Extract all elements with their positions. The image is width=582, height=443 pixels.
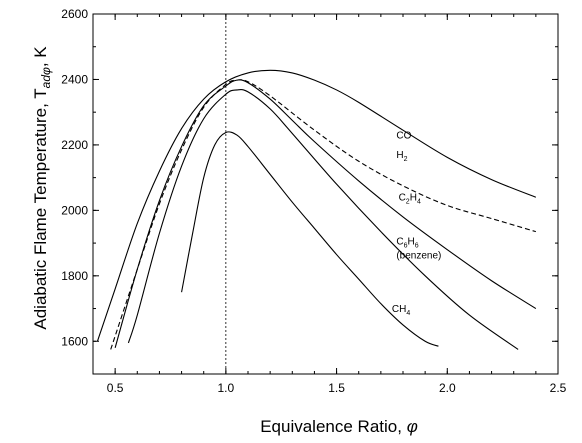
x-axis-title-text: Equivalence Ratio,: [260, 417, 406, 436]
series-label-c6h6: C6H6: [396, 237, 418, 250]
y-tick-label: 1800: [61, 269, 88, 283]
y-tick-label: 2400: [61, 72, 88, 86]
series-line-co: [96, 69, 537, 342]
plot-frame: [92, 13, 559, 375]
series-label-c2h4: C2H4: [399, 193, 421, 206]
y-tick-label: 2600: [61, 7, 88, 21]
series-line-c2h4: [114, 79, 537, 348]
x-axis-symbol: φ: [407, 417, 418, 436]
x-tick-label: 2.0: [439, 381, 456, 395]
series-label-co: CO: [396, 130, 411, 141]
y-axis-title: Adiabatic Flame Temperature, Tadφ, K: [31, 46, 53, 330]
y-axis-ticks: 1600 1800 2000 2200 2400 2600: [61, 7, 558, 375]
series-layer: [96, 69, 537, 350]
x-tick-label: 0.5: [107, 381, 124, 395]
series-label-subscript: 4: [406, 310, 410, 317]
y-tick-label: 1600: [61, 334, 88, 348]
series-label-text: C: [396, 237, 403, 248]
y-tick-label: 2000: [61, 203, 88, 217]
series-label-text: CO: [396, 130, 411, 141]
x-tick-label: 2.5: [550, 381, 567, 395]
series-label-h2: H2: [396, 150, 407, 163]
series-label-subscript: 2: [404, 156, 408, 163]
x-tick-label: 1.5: [328, 381, 345, 395]
series-label-text: C: [399, 193, 406, 204]
y-axis-title-subscript: adφ: [39, 67, 53, 88]
y-tick-label: 2200: [61, 138, 88, 152]
series-label-text: H: [407, 237, 414, 248]
plot-area-border: [92, 13, 559, 375]
series-line-h2: [110, 79, 537, 350]
x-axis-ticks: 0.5 1.0 1.5 2.0 2.5: [92, 14, 567, 395]
series-label-subscript: 4: [417, 199, 421, 206]
series-label-note-c6h6: (benzene): [396, 251, 441, 262]
x-axis-title: Equivalence Ratio, φ: [260, 417, 418, 436]
series-label-subscript: 6: [415, 243, 419, 250]
x-tick-label: 1.0: [218, 381, 235, 395]
series-label-subscript: 2: [406, 199, 410, 206]
series-label-text: H: [410, 193, 417, 204]
series-line-c6h6: [127, 89, 519, 350]
series-label-subscript: 6: [404, 243, 408, 250]
y-axis-title-text: Adiabatic Flame Temperature, T: [31, 88, 50, 329]
series-label-text: H: [396, 150, 403, 161]
y-axis-title-unit: , K: [31, 46, 50, 67]
series-label-text: CH: [392, 304, 406, 315]
series-label-ch4: CH4: [392, 304, 410, 317]
series-line-ch4: [181, 131, 439, 347]
